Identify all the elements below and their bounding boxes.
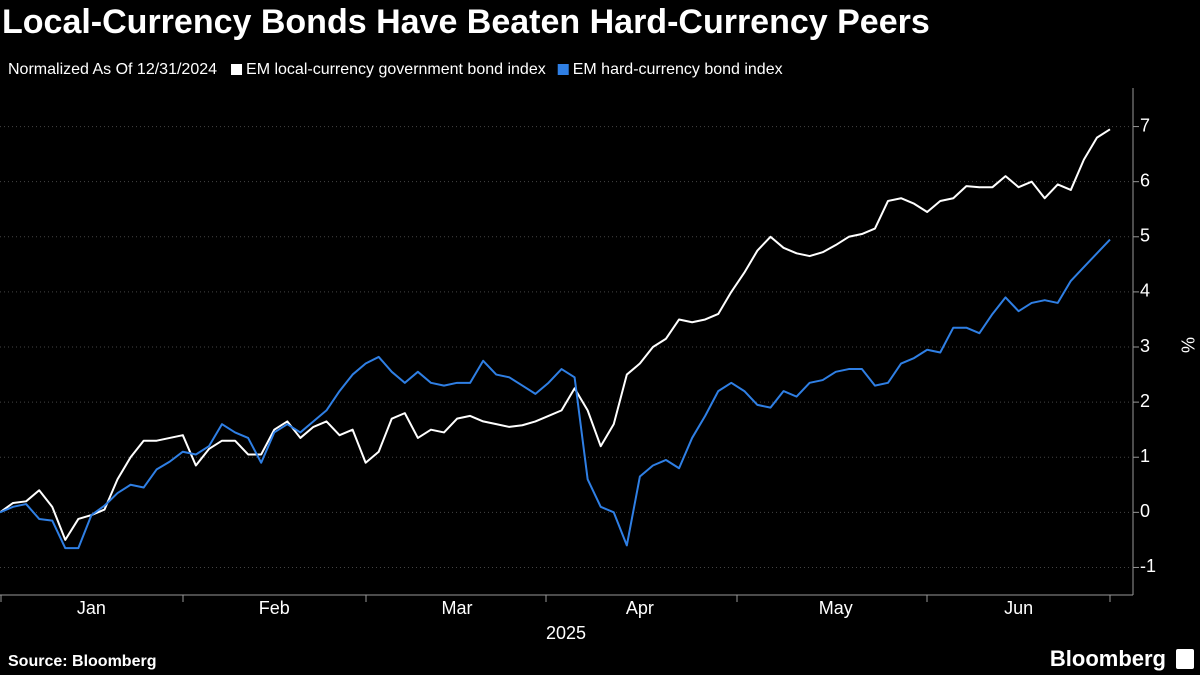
y-tick-label: 4 bbox=[1140, 281, 1150, 301]
source-note: Source: Bloomberg bbox=[8, 653, 156, 670]
chart-title: Local-Currency Bonds Have Beaten Hard-Cu… bbox=[2, 3, 930, 41]
legend-swatch bbox=[557, 64, 569, 75]
x-tick-label: May bbox=[819, 598, 853, 618]
y-tick-label: 1 bbox=[1140, 446, 1150, 466]
x-tick-label: Jan bbox=[77, 598, 106, 618]
x-tick-label: Jun bbox=[1004, 598, 1033, 618]
y-tick-label: 6 bbox=[1140, 170, 1150, 190]
x-tick-label: Apr bbox=[626, 598, 654, 618]
y-tick-label: 2 bbox=[1140, 391, 1150, 411]
y-axis-label: % bbox=[1177, 337, 1197, 353]
y-tick-label: 0 bbox=[1140, 501, 1150, 521]
chart-subtitle: Normalized As Of 12/31/2024 bbox=[8, 61, 217, 78]
x-axis-label: 2025 bbox=[546, 623, 586, 643]
x-tick-label: Mar bbox=[442, 598, 473, 618]
series-line bbox=[0, 128, 1111, 541]
y-tick-label: 3 bbox=[1140, 336, 1150, 356]
legend-label: EM hard-currency bond index bbox=[573, 61, 783, 78]
y-tick-label: 5 bbox=[1140, 226, 1150, 246]
brand-icon bbox=[1176, 649, 1194, 669]
y-tick-label: -1 bbox=[1140, 556, 1156, 576]
brand-logo: Bloomberg bbox=[1050, 646, 1166, 671]
legend-label: EM local-currency government bond index bbox=[246, 61, 546, 78]
y-tick-label: 7 bbox=[1140, 115, 1150, 135]
month-separators bbox=[0, 595, 1111, 602]
series-line bbox=[0, 238, 1111, 550]
x-tick-label: Feb bbox=[259, 598, 290, 618]
legend-swatch bbox=[231, 64, 243, 75]
